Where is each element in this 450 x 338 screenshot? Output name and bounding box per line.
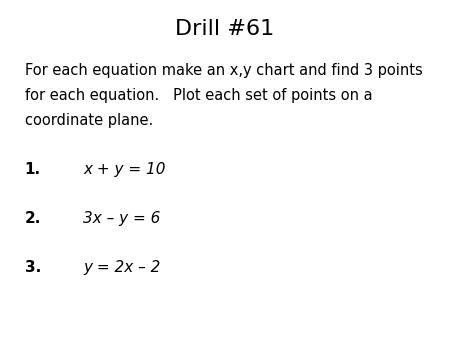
Text: x + y = 10: x + y = 10 bbox=[83, 162, 166, 177]
Text: For each equation make an x,y chart and find 3 points: For each equation make an x,y chart and … bbox=[25, 63, 423, 77]
Text: 3.: 3. bbox=[25, 260, 41, 275]
Text: Drill #61: Drill #61 bbox=[176, 19, 274, 39]
Text: coordinate plane.: coordinate plane. bbox=[25, 113, 153, 128]
Text: y = 2x – 2: y = 2x – 2 bbox=[83, 260, 161, 275]
Text: 3x – y = 6: 3x – y = 6 bbox=[83, 211, 161, 226]
Text: 2.: 2. bbox=[25, 211, 41, 226]
Text: for each equation.   Plot each set of points on a: for each equation. Plot each set of poin… bbox=[25, 88, 373, 103]
Text: 1.: 1. bbox=[25, 162, 41, 177]
